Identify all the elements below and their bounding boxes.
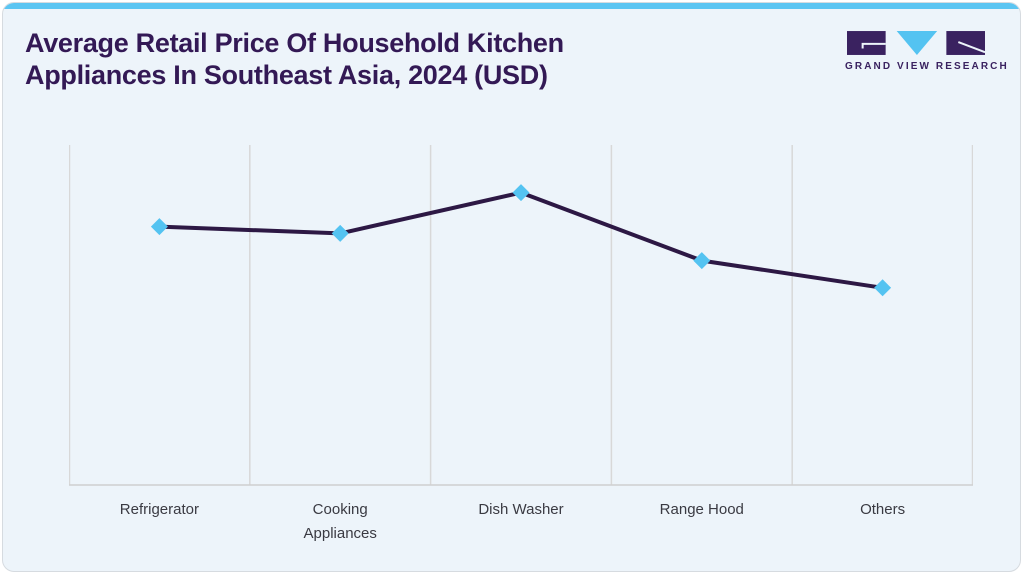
x-axis-label: Refrigerator	[119, 501, 199, 518]
x-axis-label: Range Hood	[659, 501, 744, 518]
x-axis-label: Cooking Appliances	[303, 501, 377, 542]
gvr-logo-icon	[847, 31, 985, 55]
x-axis-labels: Refrigerator Cooking Appliances Dish Washe…	[69, 498, 973, 546]
data-point-marker	[512, 184, 530, 202]
x-axis-label: Others	[860, 501, 906, 518]
line-chart-plot-area	[69, 145, 973, 486]
gvr-logo-wordmark: GRAND VIEW RESEARCH	[845, 61, 1009, 72]
data-point-marker	[150, 218, 168, 236]
data-point-marker	[331, 224, 349, 242]
x-axis-label: Dish Washer	[478, 501, 564, 518]
data-point-marker	[693, 252, 711, 270]
price-line-series	[157, 190, 885, 290]
chart-title: Average Retail Price Of Household Kitche…	[25, 28, 564, 90]
data-point-marker	[874, 279, 892, 297]
card-accent-bar	[3, 3, 1020, 9]
grand-view-research-logo: GRAND VIEW RESEARCH	[845, 29, 1009, 72]
